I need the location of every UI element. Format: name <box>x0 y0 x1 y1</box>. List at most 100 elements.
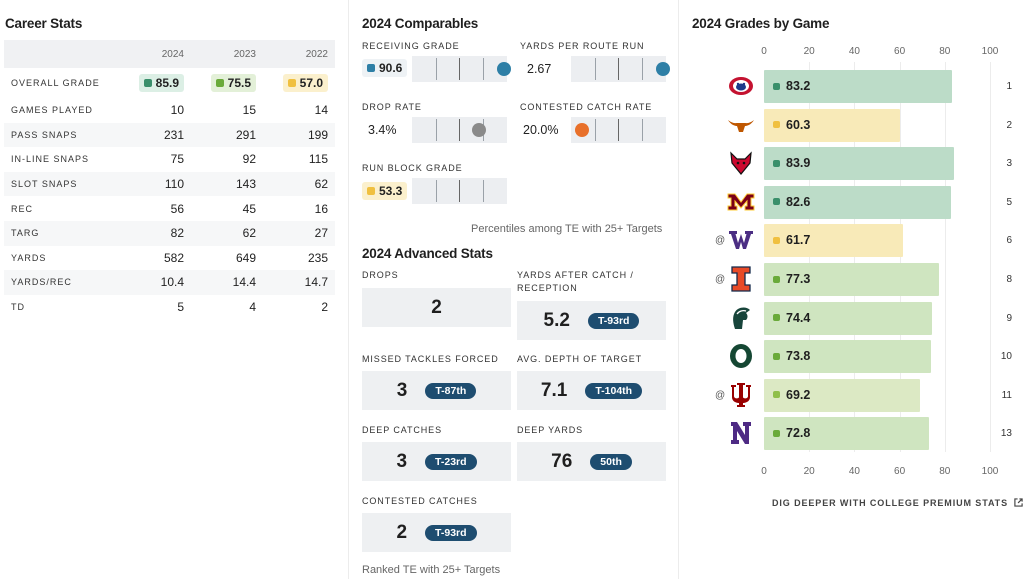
grade-value-label: 83.2 <box>773 79 810 93</box>
table-cell: 14 <box>314 103 328 118</box>
table-cell: 92 <box>242 152 256 167</box>
grade-dot-icon <box>773 121 780 129</box>
axis-tick-label: 80 <box>939 466 951 477</box>
year-header[interactable]: 2023 <box>233 48 256 60</box>
oregon-o-logo-icon <box>727 342 755 370</box>
table-cell: 62 <box>314 177 328 192</box>
yac-label: YARDS AFTER CATCH / RECEPTION <box>517 270 634 293</box>
row-label: PASS SNAPS <box>11 129 78 140</box>
grades-by-game-panel: 2024 Grades by Game 0 0 20 20 40 40 60 60 80 80 10… <box>678 0 1024 579</box>
indiana-iu-logo-icon <box>727 381 755 409</box>
table-cell: 5 <box>177 300 184 315</box>
grade-bar[interactable] <box>764 224 904 258</box>
career-stats-table: 2024 2023 2022 OVERALL GRADE 85.9 75.5 5… <box>4 40 335 319</box>
table-row: IN-LINE SNAPS 75 92 115 <box>4 147 335 172</box>
drops-value: 2 <box>431 296 442 318</box>
grade-bar[interactable] <box>764 70 953 103</box>
table-row: GAMES PLAYED 10 15 14 <box>4 98 335 123</box>
axis-tick-label: 40 <box>848 46 860 57</box>
drop-rate-value: 3.4% <box>368 123 397 137</box>
table-cell: 231 <box>163 127 184 142</box>
yprr-label: YARDS PER ROUTE RUN <box>520 41 645 51</box>
table-cell: 2 <box>321 300 328 315</box>
deep-yards-label: DEEP YARDS <box>517 425 584 435</box>
rank-badge: 50th <box>590 453 632 470</box>
table-row: REC 56 45 16 <box>4 196 335 221</box>
year-header[interactable]: 2022 <box>305 48 328 60</box>
grade-dot-icon <box>143 79 152 87</box>
percentile-marker-icon[interactable] <box>471 123 486 137</box>
axis-tick-label: 0 <box>761 466 767 477</box>
grade-bar[interactable] <box>764 147 954 181</box>
contested-catches-label: CONTESTED CATCHES <box>362 496 478 506</box>
adot-label: AVG. DEPTH OF TARGET <box>517 354 643 364</box>
rank-badge: T-93rd <box>425 524 477 541</box>
comparables-title: 2024 Comparables <box>362 16 479 31</box>
run-block-grade-percentile-bar <box>412 178 507 204</box>
percentile-marker-icon[interactable] <box>575 123 590 137</box>
table-header-row: 2024 2023 2022 <box>4 40 335 68</box>
grades-by-game-title: 2024 Grades by Game <box>692 16 830 31</box>
row-label: REC <box>11 203 34 214</box>
grade-dot-icon <box>773 352 780 360</box>
deep-yards-stat-box: 76 50th <box>517 442 666 481</box>
gridline <box>944 62 946 452</box>
grade-bar[interactable] <box>764 301 933 335</box>
grade-bar[interactable] <box>764 417 929 451</box>
table-cell: 199 <box>307 127 328 142</box>
drops-stat-box: 2 <box>362 288 511 327</box>
rank-badge: T-104th <box>585 382 643 399</box>
grade-bar[interactable] <box>764 378 921 412</box>
table-cell: 10 <box>170 103 184 118</box>
grade-bar[interactable] <box>764 108 901 142</box>
table-cell: 4 <box>249 300 256 315</box>
grade-bar[interactable] <box>764 340 931 374</box>
career-rows: GAMES PLAYED 10 15 14 PASS SNAPS 231 291 199 IN-… <box>4 98 335 319</box>
bulldog-logo-icon <box>727 72 755 100</box>
minnesota-m-logo-icon <box>727 188 755 216</box>
table-cell: 649 <box>235 250 256 265</box>
row-label: TD <box>11 302 25 313</box>
grade-dot-icon <box>773 314 780 322</box>
axis-tick-label: 100 <box>981 466 999 477</box>
college-premium-link[interactable]: DIG DEEPER WITH COLLEGE PREMIUM STATS <box>772 498 1024 508</box>
grade-dot-icon <box>773 429 780 437</box>
percentile-marker-icon[interactable] <box>656 62 671 76</box>
grade-dot-icon <box>773 159 780 167</box>
receiving-grade-label: RECEIVING GRADE <box>362 41 460 51</box>
drop-rate-label: DROP RATE <box>362 102 422 112</box>
ranked-note: Ranked TE with 25+ Targets <box>362 564 501 576</box>
career-stats-title: Career Stats <box>5 16 83 31</box>
washington-w-logo-icon <box>727 226 755 254</box>
drop-rate-percentile-bar <box>412 117 507 143</box>
grade-value-label: 82.6 <box>773 195 810 209</box>
game-number-label: 8 <box>1006 274 1012 285</box>
longhorn-logo-icon <box>727 111 755 139</box>
grade-dot-icon <box>287 79 296 87</box>
grade-badge: 75.5 <box>210 74 256 92</box>
deep-catches-stat-box: 3 T-23rd <box>362 442 511 481</box>
receiving-grade-percentile-bar <box>412 56 512 82</box>
grade-dot-icon <box>367 187 375 195</box>
percentile-note: Percentiles among TE with 25+ Targets <box>471 223 663 235</box>
grade-bar[interactable] <box>764 185 951 219</box>
grade-dot-icon <box>773 391 780 399</box>
away-game-marker: @ <box>715 274 726 285</box>
row-label: IN-LINE SNAPS <box>11 154 90 165</box>
game-number-label: 10 <box>1000 351 1012 363</box>
grade-dot-icon <box>773 198 780 206</box>
yac-stat-box: 5.2 T-93rd <box>517 301 666 340</box>
grade-bar[interactable] <box>764 263 939 296</box>
table-row: YARDS/REC 10.4 14.4 14.7 <box>4 270 335 295</box>
yprr-percentile-bar <box>571 56 671 82</box>
percentile-marker-icon[interactable] <box>497 62 512 76</box>
grade-badge: 85.9 <box>138 74 184 92</box>
career-stats-panel: Career Stats 2024 2023 2022 OVERALL GRAD… <box>0 0 342 579</box>
grade-dot-icon <box>215 79 224 87</box>
year-header[interactable]: 2024 <box>161 48 184 60</box>
table-cell: 45 <box>242 201 256 216</box>
grade-dot-icon <box>773 275 780 283</box>
illinois-i-logo-icon <box>727 265 755 293</box>
row-label: OVERALL GRADE <box>11 78 100 88</box>
game-number-label: 2 <box>1006 119 1012 131</box>
